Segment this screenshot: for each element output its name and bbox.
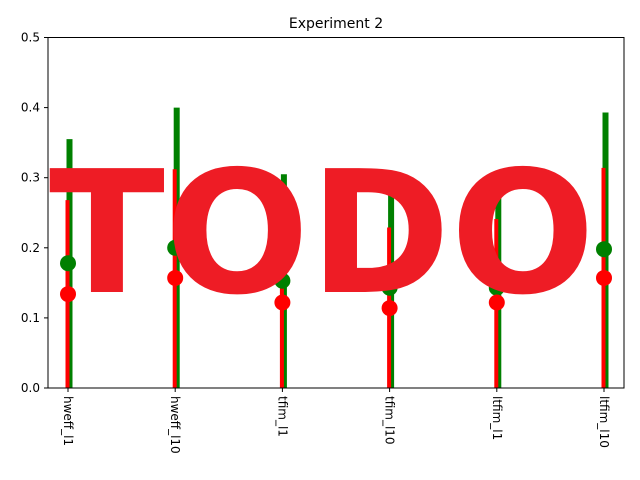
y-tick-label: 0.1 (21, 311, 40, 325)
axes-frame (47, 37, 625, 389)
data-point (274, 272, 291, 289)
x-tick-label: tfim_l1 (275, 396, 289, 437)
x-tick-label: tfim_l10 (383, 396, 397, 445)
data-point (381, 279, 398, 296)
todo-watermark: TODO (49, 135, 595, 333)
y-tick-label: 0.3 (21, 171, 40, 185)
x-axis: hweff_l1 hweff_l10 tfim_l1 tfim_l10 ltfim_l1… (61, 388, 611, 454)
x-tick-label: hweff_l10 (168, 396, 182, 454)
y-tick-label: 0.5 (21, 31, 40, 45)
data-point (488, 294, 505, 311)
data-point (167, 269, 184, 286)
y-tick-label: 0.2 (21, 241, 40, 255)
x-tick-label: ltfim_l10 (597, 396, 611, 448)
chart-title: Experiment 2 (289, 16, 383, 32)
data-point (596, 269, 612, 286)
plot-area (60, 107, 612, 388)
data-point (167, 239, 184, 256)
data-point (488, 279, 505, 296)
x-tick-label: ltfim_l1 (490, 396, 504, 440)
x-tick-label: hweff_l1 (61, 396, 75, 446)
y-tick-label: 0.4 (21, 101, 40, 115)
data-point (60, 255, 76, 272)
data-point (596, 241, 612, 258)
data-point (381, 300, 398, 317)
y-axis: 0.0 0.1 0.2 0.3 0.4 0.5 (21, 31, 48, 395)
data-point (274, 294, 291, 311)
data-point (60, 286, 76, 303)
y-tick-label: 0.0 (21, 381, 40, 395)
